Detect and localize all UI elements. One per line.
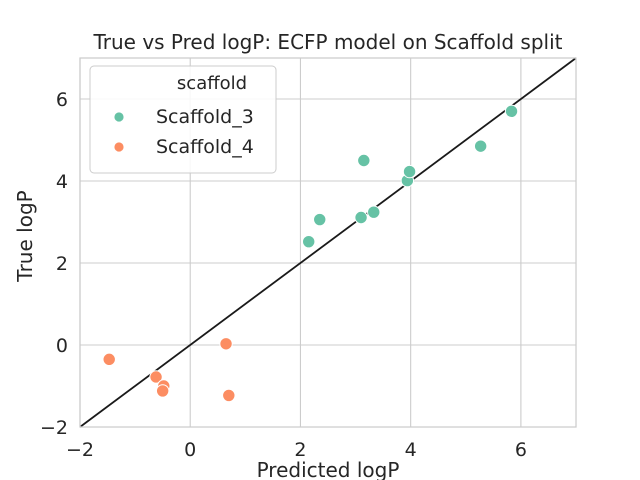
legend-box [89,65,277,174]
x-tick-label-0: −2 [66,439,94,461]
point-scaffold-3-2 [354,210,368,225]
point-scaffold-3-1 [313,212,327,227]
point-scaffold-3-4 [357,153,371,168]
y-axis-label: True logP [13,190,37,282]
y-tick-label-1: 0 [56,335,68,357]
x-tick-label-4: 6 [515,439,527,461]
point-scaffold-3-8 [504,104,519,119]
legend-label-scaffold-4: Scaffold_4 [156,136,254,158]
point-scaffold-4-0 [102,352,116,367]
x-tick-labels: −2 0 2 4 6 [66,439,527,461]
point-scaffold-4-4 [219,337,233,351]
x-tick-label-3: 4 [405,439,417,461]
point-scaffold-3-7 [473,139,488,153]
plot-frame [79,57,577,428]
point-scaffold-4-1 [149,370,163,384]
chart-title: True vs Pred logP: ECFP model on Scaffol… [92,30,562,54]
point-scaffold-3-6 [402,164,417,179]
y-tick-label-3: 4 [56,171,68,193]
y-tick-labels: −2 0 2 4 6 [40,89,68,439]
y-tick-label-2: 2 [56,253,68,275]
data-points [102,104,519,403]
legend: scaffold Scaffold_3 Scaffold_4 [89,65,277,174]
point-scaffold-3-0 [302,234,316,249]
y-tick-label-0: −2 [40,417,68,439]
point-scaffold-4-5 [222,388,236,403]
y-tick-label-4: 6 [56,89,68,111]
x-tick-label-2: 2 [294,439,306,461]
point-scaffold-3-3 [367,205,381,219]
legend-label-scaffold-3: Scaffold_3 [156,106,254,128]
legend-marker-scaffold-4 [113,141,125,153]
x-tick-label-1: 0 [184,439,196,461]
point-scaffold-4-3 [155,384,170,398]
identity-line [79,57,577,428]
x-axis-label: Predicted logP [257,458,400,480]
legend-marker-scaffold-3 [113,111,125,123]
legend-title: scaffold [177,73,247,94]
identity-diagonal [79,57,577,428]
